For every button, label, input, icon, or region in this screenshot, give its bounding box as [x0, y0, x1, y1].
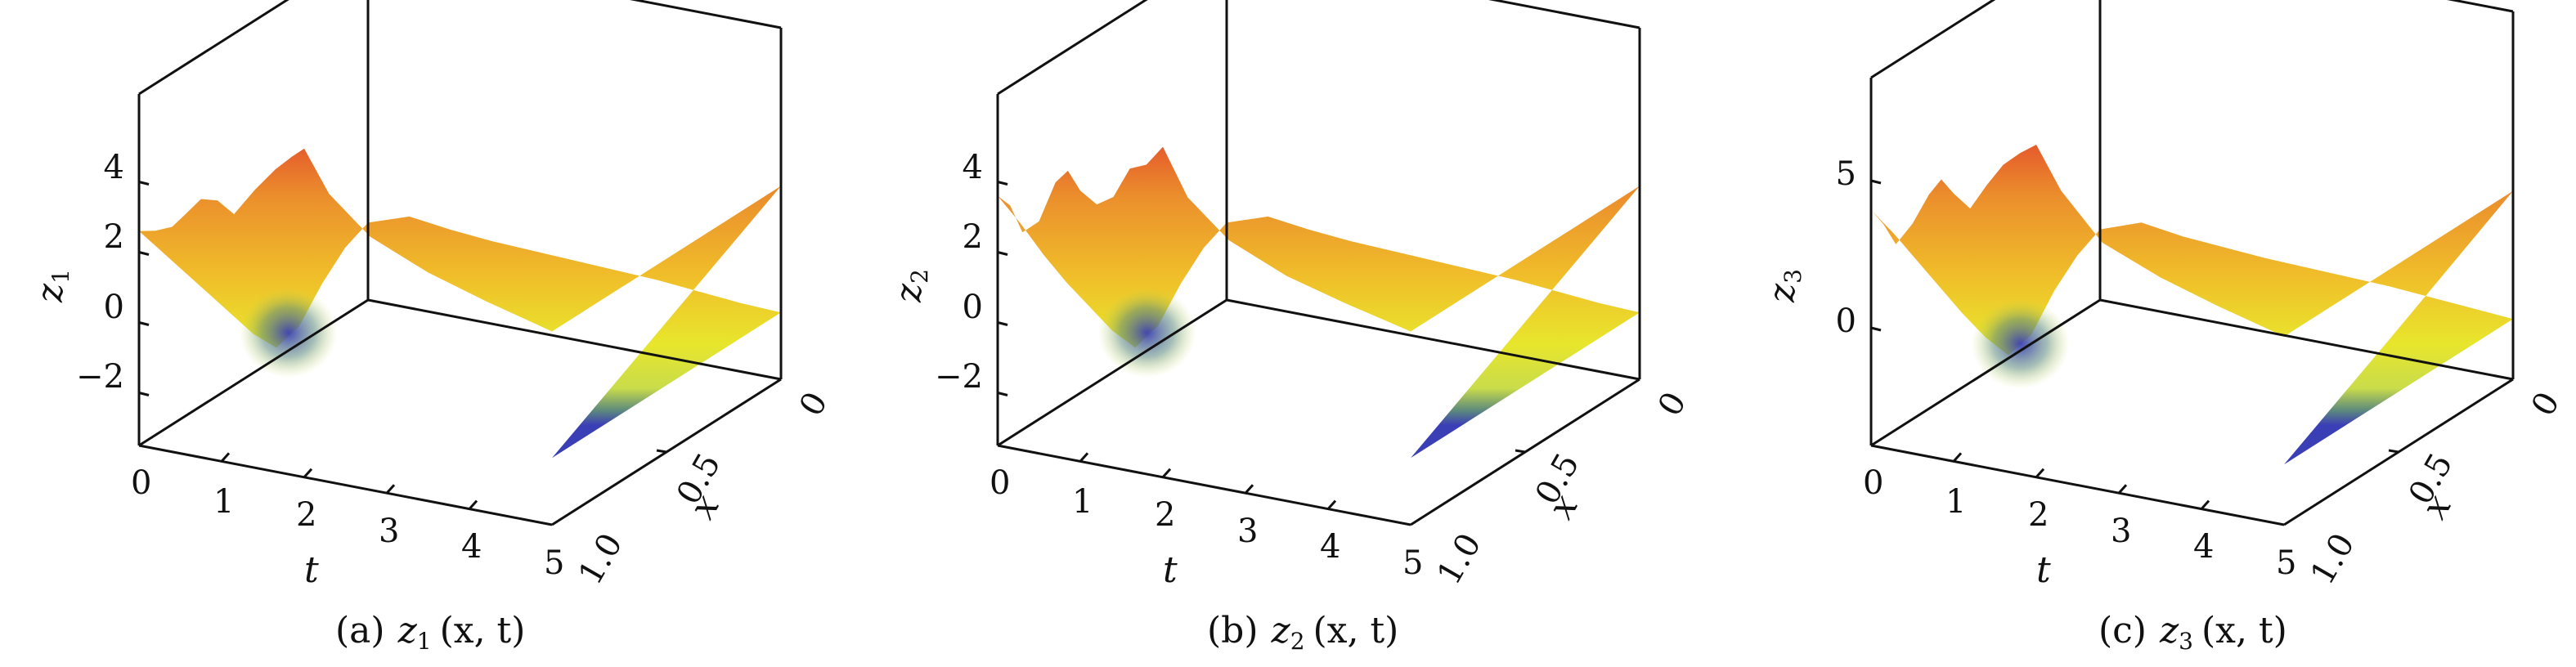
z-axis-tick	[1870, 326, 1882, 332]
panel-b: 0 1 2 3 4 5 0 0.5 1.0 4 2 0 −2 z2 t x (b…	[888, 0, 1694, 655]
surface-mesh	[998, 146, 1640, 459]
frame-layer-c	[1869, 0, 2515, 526]
t-tick-label: 4	[1320, 528, 1340, 566]
frame-layer-b	[996, 0, 1641, 526]
t-tick-label: 4	[2193, 528, 2214, 566]
axis-frame-line	[997, 0, 1148, 96]
surface-well	[239, 287, 338, 378]
axis-frame-line	[138, 298, 369, 447]
axis-frame-line	[1870, 0, 1996, 79]
x-tick-label: 0	[1651, 386, 1694, 423]
z-axis-label: z3	[1761, 269, 1806, 303]
axis-frame-line	[630, 0, 782, 29]
panel-c: 0 1 2 3 4 5 0 0.5 1.0 5 0 z3 t x (c) z3 (x…	[1761, 0, 2567, 655]
t-tick-label: 5	[2276, 544, 2296, 582]
t-axis-tick	[303, 468, 313, 478]
t-tick-label: 0	[1863, 464, 1883, 502]
z-tick-label: 2	[963, 218, 983, 256]
z-axis-label: z1	[29, 269, 74, 303]
axis-frame-line	[1488, 0, 1640, 29]
x-axis-tick	[656, 449, 667, 454]
x-axis-tick	[1515, 449, 1526, 454]
x-tick-label: 0	[2524, 386, 2568, 423]
x-tick-label: 1.0	[572, 527, 631, 591]
z-tick-label: 0	[1836, 302, 1856, 340]
t-tick-label: 1	[1945, 483, 1966, 521]
t-axis-label: t	[2036, 549, 2051, 591]
z-axis-tick	[997, 181, 1008, 186]
panel-caption: (b) z2 (x, t)	[1207, 610, 1398, 655]
t-tick-label: 5	[544, 544, 564, 582]
t-tick-label: 2	[2028, 496, 2049, 534]
t-tick-label: 4	[461, 528, 482, 566]
z-tick-label: 2	[104, 218, 124, 256]
t-axis-tick	[1161, 468, 1172, 478]
frame-layer-a	[137, 0, 783, 526]
z-axis-tick	[138, 181, 150, 186]
axis-frame-line	[1870, 298, 2101, 447]
x-axis-tick	[2388, 449, 2399, 454]
t-axis-tick	[1244, 484, 1254, 495]
t-axis-tick	[1952, 452, 1963, 463]
panel-caption: (c) z3 (x, t)	[2098, 610, 2287, 655]
z-tick-label: 0	[963, 289, 983, 326]
t-axis-tick	[468, 499, 478, 510]
t-tick-label: 3	[1237, 513, 1258, 550]
axis-frame-line	[138, 0, 289, 96]
axis-frame-line	[1226, 298, 1640, 381]
z-axis-tick	[997, 251, 1008, 256]
z-axis-tick	[138, 251, 150, 256]
panel-caption: (a) z1 (x, t)	[335, 610, 525, 655]
surface-mesh	[1871, 145, 2513, 465]
axis-frame-line	[367, 298, 782, 381]
axis-frame-line	[1870, 444, 2285, 526]
t-tick-label: 0	[131, 464, 151, 502]
x-tick-label: 0	[792, 386, 836, 423]
x-tick-label: 1.0	[2304, 527, 2363, 591]
t-axis-tick	[1326, 499, 1337, 510]
t-tick-label: 1	[213, 483, 234, 521]
z-tick-label: 0	[104, 289, 124, 326]
z-axis-label: z2	[888, 269, 933, 303]
t-tick-label: 3	[2111, 513, 2131, 550]
panel-a: 0 1 2 3 4 5 0 0.5 1.0 4 2 0 −2 z1 t x (a…	[29, 0, 835, 655]
z-axis-tick	[997, 321, 1008, 326]
z-tick-label: 4	[963, 149, 983, 186]
z-axis-tick	[138, 392, 150, 396]
t-tick-label: 5	[1402, 544, 1423, 582]
t-axis-tick	[2117, 484, 2128, 495]
surface-layer-b	[998, 146, 1640, 459]
x-tick-label: 1.0	[1430, 527, 1489, 591]
z-tick-label: 4	[104, 149, 124, 186]
t-tick-label: 3	[379, 513, 399, 550]
surface-layer-c	[1871, 145, 2513, 465]
surface-mesh	[139, 148, 781, 459]
surface-well	[1971, 298, 2070, 389]
axis-frame-line	[138, 444, 553, 526]
t-tick-label: 1	[1072, 483, 1093, 521]
axis-frame-line	[997, 444, 1411, 526]
z-axis-tick	[997, 392, 1008, 396]
t-tick-label: 2	[1155, 496, 1175, 534]
axis-frame-line	[2099, 298, 2514, 381]
t-axis-label: t	[1163, 549, 1178, 591]
t-axis-tick	[2200, 499, 2210, 510]
axis-frame-line	[2447, 0, 2514, 13]
z-tick-label: 5	[1836, 155, 1856, 193]
z-tick-label: −2	[935, 358, 983, 396]
t-axis-tick	[220, 452, 231, 463]
z-axis-tick	[1870, 179, 1882, 185]
surface-well	[1097, 287, 1196, 378]
surface-layer-a	[139, 148, 781, 459]
t-axis-tick	[1079, 452, 1089, 463]
z-axis-tick	[138, 321, 150, 326]
t-axis-tick	[2035, 468, 2045, 478]
z-tick-label: −2	[76, 358, 124, 396]
t-tick-label: 2	[296, 496, 316, 534]
t-axis-tick	[385, 484, 396, 495]
axis-frame-line	[997, 298, 1227, 447]
t-axis-label: t	[304, 549, 319, 591]
t-tick-label: 0	[990, 464, 1010, 502]
